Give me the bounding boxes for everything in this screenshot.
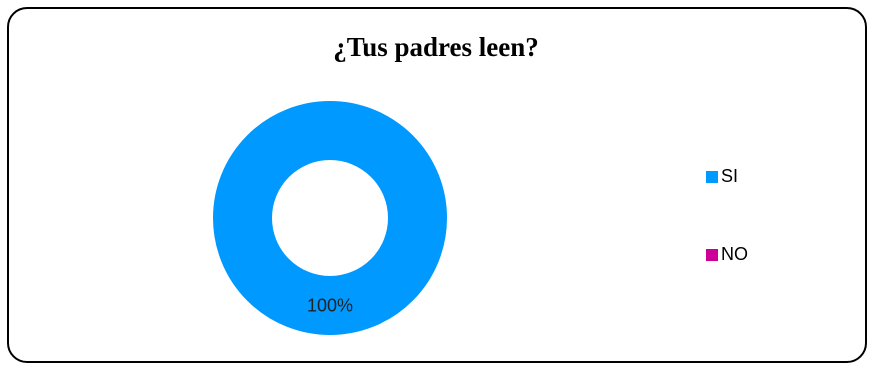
legend-swatch-no [706, 248, 718, 261]
legend-label-no: NO [721, 244, 748, 264]
legend-item-si: SI [706, 166, 738, 187]
legend-label-si: SI [721, 166, 739, 186]
chart-title: ¿Tus padres leen? [333, 32, 539, 62]
legend-item-no: NO [706, 244, 748, 265]
data-label-si: 100% [307, 296, 353, 316]
doughnut-slice-si [213, 101, 447, 335]
legend-swatch-si [706, 170, 718, 183]
data-labels: 100% [307, 296, 353, 316]
doughnut-slices [213, 101, 447, 335]
